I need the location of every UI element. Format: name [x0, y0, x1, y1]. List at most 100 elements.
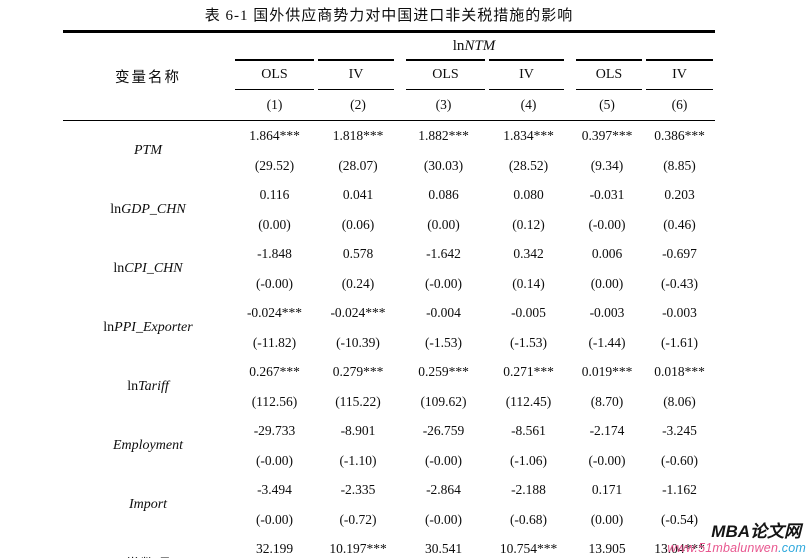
tstat-value: (112.56): [251, 393, 298, 409]
column-number-5: (5): [599, 97, 615, 112]
result-cell: -3.494 (-0.00): [233, 475, 316, 534]
coefficient-value: 0.018***: [654, 364, 705, 379]
variable-name: PTM: [134, 142, 162, 158]
coefficient-value: 0.080: [513, 187, 544, 202]
method-header-2: IV: [318, 59, 394, 90]
result-cell: -2.864 (-0.00): [400, 475, 487, 534]
result-cell: -0.005 (-1.53): [487, 298, 570, 357]
coefficient-value: -3.494: [257, 482, 292, 497]
ln-prefix: ln: [452, 37, 465, 54]
coefficient-value: 0.116: [259, 187, 290, 202]
result-cell: 0.116 (0.00): [233, 180, 316, 239]
tstat-value: (-0.54): [660, 511, 699, 527]
result-cell: -2.188 (-0.68): [487, 475, 570, 534]
coefficient-value: -2.335: [340, 482, 376, 497]
coefficient-value: 0.259***: [418, 364, 469, 379]
coefficient-value: 32.199: [255, 541, 294, 556]
watermark-url: www.51mbalunwen.com: [667, 541, 808, 555]
variable-name: Employment: [113, 437, 183, 453]
table-row: Import -3.494 (-0.00) -2.335 (-0.72) -2.…: [63, 475, 715, 534]
coefficient-value: -1.848: [257, 246, 292, 261]
tstat-value: (115.22): [335, 393, 381, 409]
result-cell: 0.203 (0.46): [644, 180, 715, 239]
table-row: 常数项 32.199 10.197*** 30.541 10.754*** 13…: [63, 534, 715, 558]
tstat-value: (8.70): [590, 393, 624, 409]
result-cell: -29.733 (-0.00): [233, 416, 316, 475]
coefficient-value: -2.188: [511, 482, 546, 497]
result-cell: 1.882*** (30.03): [400, 121, 487, 180]
tstat-value: (-1.44): [588, 334, 626, 350]
tstat-value: (-0.00): [255, 511, 294, 527]
table-row: ln Tariff 0.267*** (112.56) 0.279*** (115…: [63, 357, 715, 416]
tstat-value: (28.52): [508, 157, 549, 173]
tstat-value: (29.52): [254, 157, 295, 173]
tstat-value: (-1.10): [339, 452, 377, 468]
result-cell: 0.259*** (109.62): [400, 357, 487, 416]
variable-name: PPI_Exporter: [114, 319, 193, 335]
tstat-value: (-1.61): [660, 334, 699, 350]
coefficient-value: -0.003: [662, 305, 697, 320]
watermark: MBA论文网 www.51mbalunwen.com: [667, 522, 808, 555]
coefficient-value: 10.197***: [329, 541, 387, 556]
coefficient-value: -29.733: [253, 423, 296, 438]
table-row: ln GDP_CHN 0.116 (0.00) 0.041 (0.06) 0.08…: [63, 180, 715, 239]
tstat-value: (-1.53): [424, 334, 463, 350]
coefficient-value: 1.882***: [418, 128, 469, 143]
result-cell: 30.541: [400, 534, 487, 558]
method-header-4: IV: [489, 59, 564, 90]
tstat-value: (0.00): [590, 275, 624, 291]
result-cell: -0.003 (-1.61): [644, 298, 715, 357]
table-row: ln CPI_CHN -1.848 (-0.00) 0.578 (0.24) -1…: [63, 239, 715, 298]
coefficient-value: 13.905: [588, 541, 626, 556]
tstat-value: (0.00): [427, 216, 460, 232]
result-cell: -3.245 (-0.60): [644, 416, 715, 475]
coefficient-value: 0.041: [342, 187, 374, 202]
coefficient-value: -0.005: [511, 305, 546, 320]
result-cell: 0.386*** (8.85): [644, 121, 715, 180]
column-number-2: (2): [350, 97, 366, 112]
result-cell: -0.003 (-1.44): [570, 298, 644, 357]
result-cell: 10.754***: [487, 534, 570, 558]
tstat-value: (-0.00): [588, 452, 626, 468]
result-cell: 0.006 (0.00): [570, 239, 644, 298]
watermark-url-main: www.51mbalunwen: [667, 541, 779, 555]
row-variable-label: Employment: [63, 416, 233, 475]
result-cell: 0.267*** (112.56): [233, 357, 316, 416]
ntm-label: NTM: [464, 37, 496, 54]
coefficient-value: 0.271***: [503, 364, 554, 379]
tstat-value: (8.85): [663, 157, 696, 173]
result-cell: 0.171 (0.00): [570, 475, 644, 534]
result-cell: -8.901 (-1.10): [316, 416, 400, 475]
coefficient-value: -0.003: [589, 305, 625, 320]
tstat-value: (8.06): [663, 393, 696, 409]
regression-table: 表 6-1 国外供应商势力对中国进口非关税措施的影响 变量名称 ln NTM OL…: [63, 0, 715, 558]
tstat-value: (0.24): [341, 275, 375, 291]
watermark-brand-text: MBA论文网: [711, 522, 801, 541]
tstat-value: (0.00): [258, 216, 291, 232]
tstat-value: (-0.00): [424, 275, 463, 291]
variable-ln-prefix: ln: [103, 319, 115, 335]
coefficient-value: 1.818***: [332, 128, 384, 143]
coefficient-value: 13.04***: [654, 541, 705, 556]
result-cell: 13.905: [570, 534, 644, 558]
result-cell: 0.018*** (8.06): [644, 357, 715, 416]
tstat-value: (0.06): [341, 216, 375, 232]
variable-column-header: 变量名称: [115, 70, 181, 86]
tstat-value: (-0.72): [339, 511, 377, 527]
result-cell: -0.031 (-0.00): [570, 180, 644, 239]
coefficient-value: -0.004: [426, 305, 461, 320]
result-cell: 10.197***: [316, 534, 400, 558]
tstat-value: (9.34): [590, 157, 624, 173]
result-cell: 0.041 (0.06): [316, 180, 400, 239]
table-header: 变量名称 ln NTM OLS IV OLS IV OLS IV (1) (2) …: [63, 33, 715, 121]
result-cell: -0.697 (-0.43): [644, 239, 715, 298]
table-title: 表 6-1 国外供应商势力对中国进口非关税措施的影响: [204, 8, 574, 24]
coefficient-value: 0.578: [342, 246, 374, 261]
method-header-5: OLS: [576, 59, 642, 90]
tstat-value: (109.62): [420, 393, 467, 409]
tstat-value: (0.46): [663, 216, 696, 232]
column-number-4: (4): [520, 97, 537, 112]
coefficient-value: 0.279***: [332, 364, 384, 379]
column-number-1: (1): [266, 97, 283, 112]
